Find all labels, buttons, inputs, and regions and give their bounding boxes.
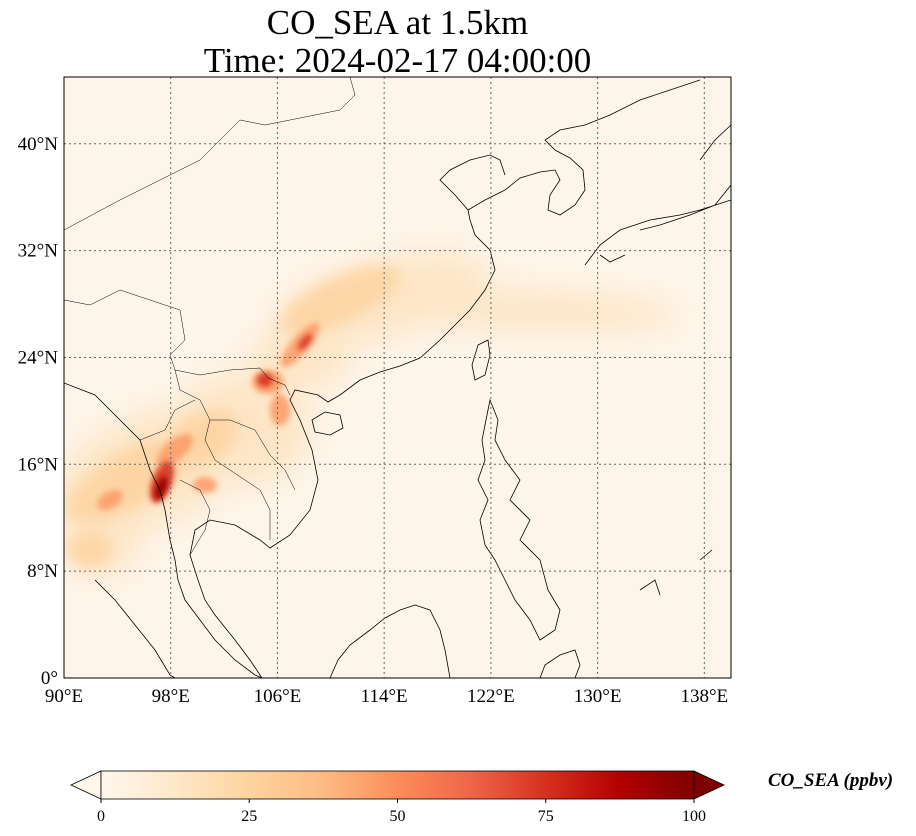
colorbar-tick-label: 50 [390, 808, 406, 825]
colorbar: 0 25 50 75 100 [70, 770, 725, 825]
colorbar-max-extension [693, 770, 725, 800]
y-axis-ticks: 0° 8°N 16°N 24°N 32°N 40°N [18, 134, 59, 689]
x-tick-label: 106°E [254, 686, 302, 707]
map-frame [63, 76, 732, 679]
x-tick-label: 138°E [680, 686, 728, 707]
country-borders [64, 77, 356, 556]
concentration-field [64, 253, 680, 575]
y-tick-label: 16°N [18, 454, 59, 475]
y-tick-label: 8°N [27, 561, 58, 582]
colorbar-body [100, 770, 695, 800]
coastlines [64, 79, 731, 678]
colorbar-tick-label: 25 [241, 808, 257, 825]
chart-subtitle: Time: 2024-02-17 04:00:00 [203, 41, 592, 80]
x-tick-label: 130°E [574, 686, 622, 707]
chart-title: CO_SEA at 1.5km [266, 3, 529, 42]
gridlines [64, 77, 731, 678]
colorbar-min-extension [70, 770, 102, 800]
colorbar-ticks: 0 25 50 75 100 [97, 799, 706, 825]
x-tick-label: 98°E [152, 686, 190, 707]
y-tick-label: 40°N [18, 134, 59, 155]
x-tick-label: 114°E [361, 686, 408, 707]
colorbar-tick-label: 100 [682, 808, 706, 825]
x-tick-label: 122°E [467, 686, 515, 707]
y-tick-label: 24°N [18, 347, 59, 368]
x-axis-ticks: 90°E 98°E 106°E 114°E 122°E 130°E 138°E [45, 686, 728, 707]
colorbar-tick-label: 75 [538, 808, 554, 825]
colorbar-label: CO_SEA (ppbv) [768, 770, 894, 791]
x-tick-label: 90°E [45, 686, 83, 707]
y-tick-label: 0° [41, 668, 58, 689]
colorbar-tick-label: 0 [97, 808, 105, 825]
map-background [64, 77, 731, 678]
y-tick-label: 32°N [18, 241, 59, 262]
